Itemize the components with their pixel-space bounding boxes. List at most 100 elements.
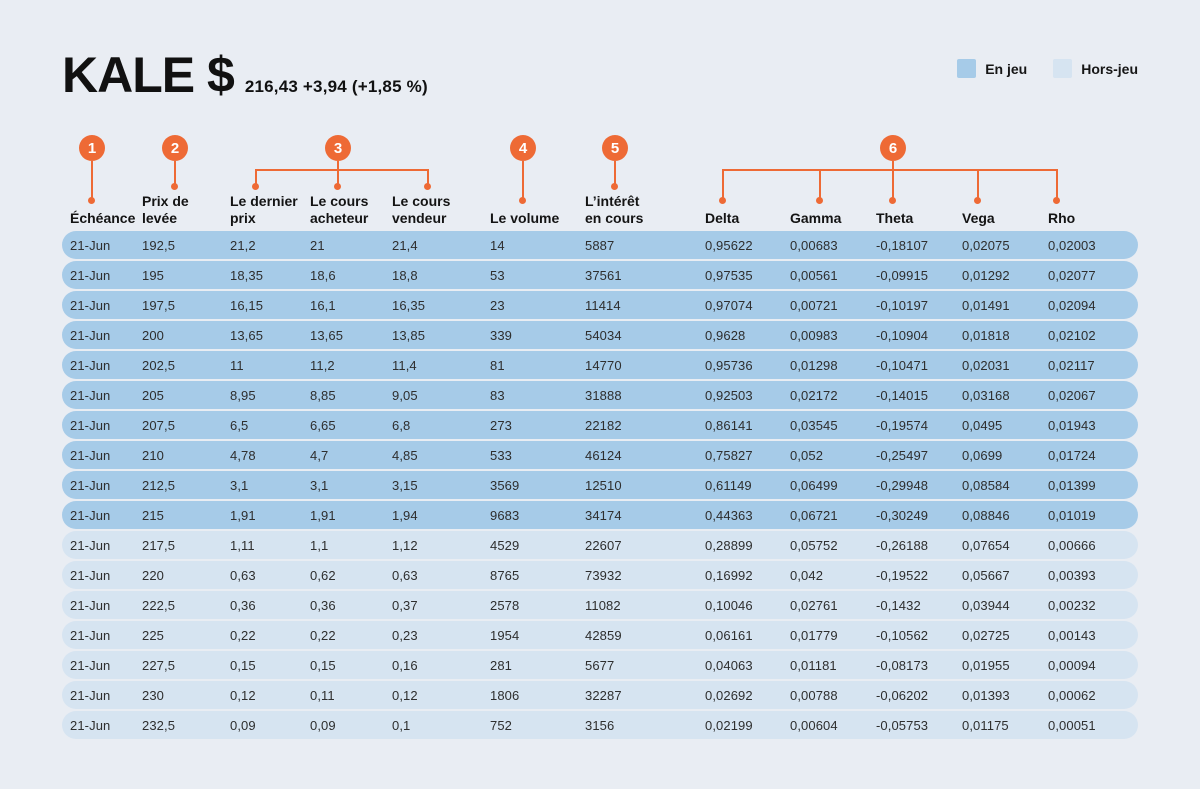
table-cell: 1,91	[310, 507, 336, 523]
connector-bracket	[722, 169, 1058, 171]
table-cell: 0,62	[310, 567, 336, 583]
table-cell: 1,91	[230, 507, 256, 523]
table-cell: 0,15	[310, 657, 336, 673]
table-cell: 0,02725	[962, 627, 1010, 643]
table-cell: 13,85	[392, 327, 426, 343]
table-cell: 21-Jun	[70, 327, 111, 343]
table-cell: 6,65	[310, 417, 336, 433]
legend-item-in-play: En jeu	[957, 59, 1027, 78]
connector-line	[174, 161, 176, 185]
table-cell: 8,95	[230, 387, 256, 403]
table-cell: 0,03944	[962, 597, 1010, 613]
table-cell: 18,35	[230, 267, 264, 283]
table-cell: 0,1	[392, 717, 411, 733]
table-cell: 0,06161	[705, 627, 753, 643]
table-cell: 21-Jun	[70, 357, 111, 373]
table-cell: 9,05	[392, 387, 418, 403]
table-cell: 0,23	[392, 627, 418, 643]
table-cell: 1,1	[310, 537, 329, 553]
table-row: 21-Jun 197,5 16,15 16,1 16,35 23 11414 0,97074 0…	[62, 291, 1138, 319]
table-cell: 281	[490, 657, 512, 673]
table-cell: 0,00561	[790, 267, 838, 283]
legend: En jeu Hors-jeu	[957, 59, 1138, 78]
table-cell: 0,92503	[705, 387, 753, 403]
table-cell: 0,01181	[790, 657, 837, 673]
table-cell: 0,00721	[790, 297, 838, 313]
table-cell: 0,02761	[790, 597, 838, 613]
table-row: 21-Jun 207,5 6,5 6,65 6,8 273 22182 0,86141 0,03…	[62, 411, 1138, 439]
table-cell: 222,5	[142, 597, 176, 613]
table-cell: 0,01399	[1048, 477, 1096, 493]
table-cell: 18,6	[310, 267, 336, 283]
table-cell: 11,4	[392, 357, 417, 373]
table-row: 21-Jun 217,5 1,11 1,1 1,12 4529 22607 0,28899 0,…	[62, 531, 1138, 559]
column-header-interet: L’intérêt en cours	[585, 193, 644, 226]
table-row: 21-Jun 205 8,95 8,85 9,05 83 31888 0,92503 0,021…	[62, 381, 1138, 409]
table-cell: 0,16	[392, 657, 418, 673]
table-cell: 533	[490, 447, 512, 463]
table-cell: 21	[310, 237, 325, 253]
callout-4-badge: 4	[510, 135, 536, 161]
table-cell: -0,10562	[876, 627, 929, 643]
callout-1-badge: 1	[79, 135, 105, 161]
ticker-symbol: KALE $	[62, 47, 235, 103]
connector-line	[427, 169, 429, 184]
table-cell: -0,19522	[876, 567, 929, 583]
table-cell: 0,0699	[962, 447, 1003, 463]
table-cell: 21-Jun	[70, 567, 111, 583]
table-cell: 205	[142, 387, 164, 403]
table-cell: 0,09	[310, 717, 336, 733]
table-row: 21-Jun 202,5 11 11,2 11,4 81 14770 0,95736 0,012…	[62, 351, 1138, 379]
table-cell: 0,00062	[1048, 687, 1096, 703]
table-cell: 0,16992	[705, 567, 753, 583]
table-cell: 0,08584	[962, 477, 1010, 493]
table-cell: -0,14015	[876, 387, 929, 403]
table-cell: -0,18107	[876, 237, 929, 253]
table-cell: -0,30249	[876, 507, 929, 523]
table-cell: 21-Jun	[70, 447, 111, 463]
table-row: 21-Jun 212,5 3,1 3,1 3,15 3569 12510 0,61149 0,0…	[62, 471, 1138, 499]
table-cell: 0,09	[230, 717, 256, 733]
table-cell: 0,06721	[790, 507, 838, 523]
table-cell: 14	[490, 237, 505, 253]
table-cell: 0,22	[310, 627, 336, 643]
price-quote: 216,43 +3,94 (+1,85 %)	[244, 77, 428, 96]
table-cell: -0,06202	[876, 687, 929, 703]
table-cell: 16,1	[310, 297, 336, 313]
table-cell: 0,0495	[962, 417, 1003, 433]
table-cell: -0,26188	[876, 537, 929, 553]
table-cell: -0,29948	[876, 477, 929, 493]
table-cell: -0,10904	[876, 327, 929, 343]
table-row: 21-Jun 200 13,65 13,65 13,85 339 54034 0,9628 0,…	[62, 321, 1138, 349]
table-cell: 0,01779	[790, 627, 838, 643]
table-cell: 0,44363	[705, 507, 753, 523]
table-cell: -0,09915	[876, 267, 929, 283]
column-header-gamma: Gamma	[790, 210, 842, 226]
table-cell: 2578	[490, 597, 520, 613]
legend-label-out: Hors-jeu	[1081, 60, 1138, 77]
table-cell: 217,5	[142, 537, 176, 553]
table-cell: 0,01491	[962, 297, 1010, 313]
column-header-rho: Rho	[1048, 210, 1076, 226]
table-cell: 273	[490, 417, 512, 433]
table-cell: -0,10471	[876, 357, 929, 373]
table-cell: 3569	[490, 477, 520, 493]
table-cell: 230	[142, 687, 164, 703]
table-cell: 0,10046	[705, 597, 753, 613]
table-cell: 0,08846	[962, 507, 1010, 523]
table-cell: 0,00143	[1048, 627, 1096, 643]
table-cell: 0,00666	[1048, 537, 1096, 553]
table-cell: 11	[230, 357, 244, 373]
table-row: 21-Jun 192,5 21,2 21 21,4 14 5887 0,95622 0,0068…	[62, 231, 1138, 259]
table-cell: 13,65	[230, 327, 264, 343]
table-cell: 9683	[490, 507, 520, 523]
legend-item-out-play: Hors-jeu	[1053, 59, 1138, 78]
table-cell: 0,00393	[1048, 567, 1096, 583]
table-cell: 210	[142, 447, 164, 463]
table-cell: 18,8	[392, 267, 418, 283]
table-cell: 11082	[585, 597, 621, 613]
table-cell: 200	[142, 327, 164, 343]
table-cell: 0,01818	[962, 327, 1010, 343]
table-cell: 0,97535	[705, 267, 753, 283]
table-row: 21-Jun 232,5 0,09 0,09 0,1 752 3156 0,02199 0,00…	[62, 711, 1138, 739]
